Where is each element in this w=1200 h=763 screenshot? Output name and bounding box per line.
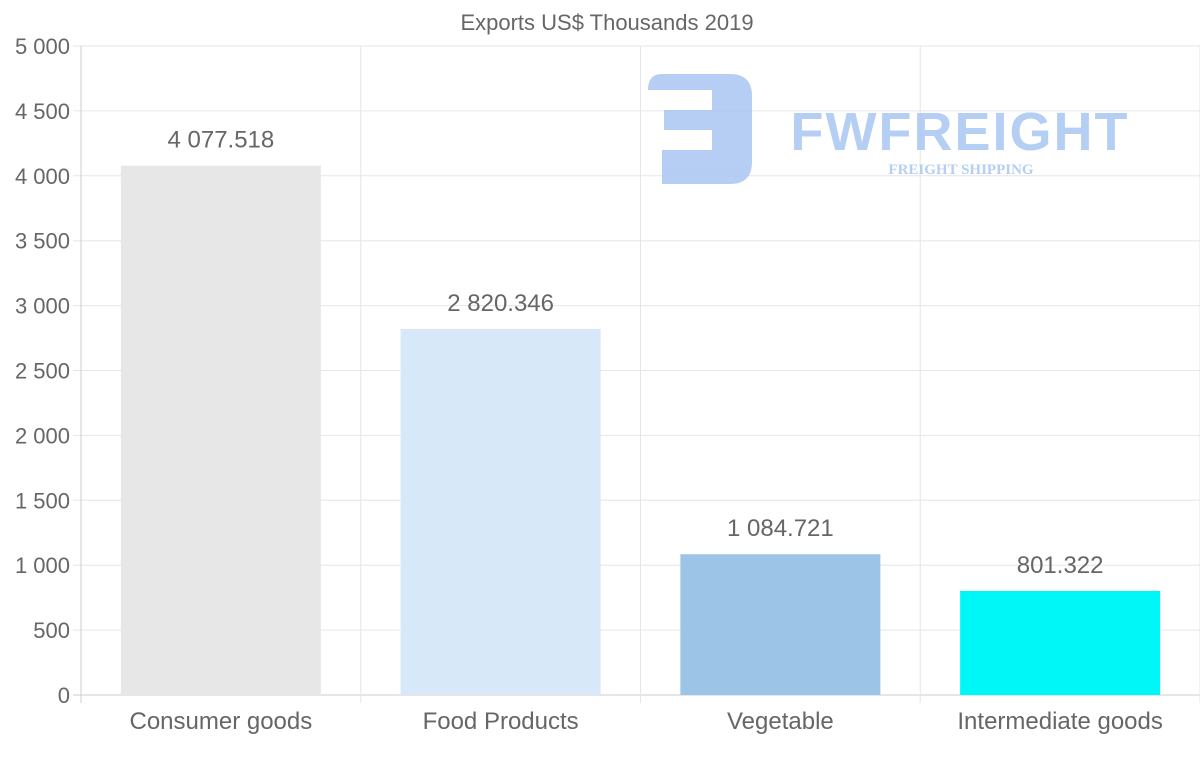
watermark-brand: FWFREIGHT — [791, 102, 1130, 162]
bar[interactable] — [680, 554, 881, 695]
chart-title: Exports US$ Thousands 2019 — [460, 10, 753, 35]
watermark-logo: FWFREIGHT FREIGHT SHIPPING — [648, 74, 1130, 184]
y-tick-label: 1 500 — [15, 488, 70, 513]
bars — [120, 165, 1161, 695]
y-tick-label: 500 — [33, 618, 70, 643]
x-tick-label: Food Products — [423, 708, 579, 735]
y-tick-label: 1 000 — [15, 553, 70, 578]
x-axis-ticks: Consumer goods Food Products Vegetable Inte… — [129, 708, 1162, 735]
logo-mark-icon — [648, 74, 752, 184]
y-tick-label: 2 500 — [15, 359, 70, 384]
y-tick-label: 4 000 — [15, 164, 70, 189]
watermark-tagline: FREIGHT SHIPPING — [888, 162, 1033, 178]
value-labels: 4 077.518 2 820.346 1 084.721 801.322 — [167, 127, 1103, 579]
bar-value-label: 801.322 — [1017, 552, 1104, 579]
x-tick-label: Consumer goods — [129, 708, 312, 735]
y-tick-label: 3 500 — [15, 229, 70, 254]
bar[interactable] — [400, 328, 601, 695]
bar[interactable] — [960, 590, 1161, 695]
bar-value-label: 4 077.518 — [167, 127, 274, 154]
y-tick-label: 2 000 — [15, 423, 70, 448]
bar[interactable] — [120, 165, 321, 695]
y-tick-label: 3 000 — [15, 294, 70, 319]
y-axis-ticks: 0 500 1 000 1 500 2 000 2 500 3 000 3 500 4 000 4… — [15, 34, 70, 708]
bar-value-label: 2 820.346 — [447, 290, 554, 317]
x-tick-label: Intermediate goods — [957, 708, 1162, 735]
x-tick-label: Vegetable — [727, 708, 834, 735]
y-tick-label: 5 000 — [15, 34, 70, 59]
y-tick-label: 0 — [58, 683, 70, 708]
y-tick-label: 4 500 — [15, 99, 70, 124]
bar-value-label: 1 084.721 — [727, 515, 834, 542]
